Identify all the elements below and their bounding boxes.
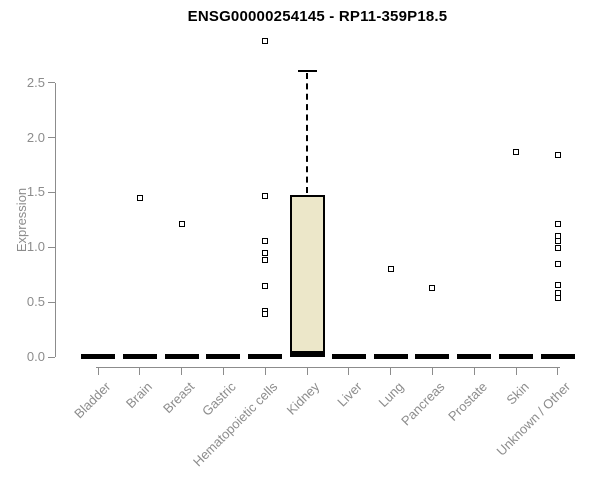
outlier-point <box>554 237 561 244</box>
outlier-point <box>262 192 269 199</box>
x-axis-tick <box>390 367 392 375</box>
median-line-unknown-other <box>540 353 575 359</box>
median-line-breast <box>164 353 199 359</box>
y-axis-line <box>55 83 56 357</box>
x-axis-category-label: Brain <box>123 379 156 412</box>
x-axis-category-label: Bladder <box>71 379 114 422</box>
x-axis-category-label: Pancreas <box>398 379 449 429</box>
x-axis-category-label: Unknown / Other <box>493 379 574 459</box>
median-line-gastric <box>206 353 241 359</box>
outlier-point <box>262 38 269 45</box>
x-axis-tick <box>139 367 141 375</box>
median-line-skin <box>499 353 533 359</box>
y-axis-tick <box>48 301 55 303</box>
y-axis-tick <box>48 356 55 358</box>
median-line-hematopoietic-cells <box>248 353 283 359</box>
median-line-liver <box>331 353 366 359</box>
y-axis-tick <box>48 246 55 248</box>
x-axis-tick <box>515 367 517 375</box>
x-axis-category-label: Liver <box>333 379 365 410</box>
x-axis-category-label: Kidney <box>283 379 323 418</box>
y-axis-tick <box>48 191 55 193</box>
outlier-point <box>262 237 269 244</box>
y-axis-tick-label: 2.0 <box>26 129 45 145</box>
outlier-point <box>262 282 269 289</box>
outlier-point <box>262 249 269 256</box>
outlier-point <box>554 221 561 228</box>
outlier-point <box>554 152 561 159</box>
outlier-point <box>554 281 561 288</box>
chart-title: ENSG00000254145 - RP11-359P18.5 <box>187 8 448 25</box>
median-line-bladder <box>81 353 115 359</box>
x-axis-category-label: Breast <box>160 379 198 417</box>
y-axis-tick-label: 0.5 <box>26 294 45 310</box>
outlier-point <box>513 148 519 155</box>
x-axis-tick <box>557 367 559 375</box>
outlier-point <box>387 266 394 273</box>
box-kidney <box>289 194 325 357</box>
x-axis-tick <box>473 367 475 375</box>
outlier-point <box>178 221 185 228</box>
median-line-lung <box>373 353 408 359</box>
y-axis-tick-label: 1.0 <box>26 239 45 255</box>
y-axis-tick-label: 0.0 <box>26 349 45 364</box>
y-axis-tick <box>48 137 55 139</box>
x-axis-tick <box>431 367 433 375</box>
x-axis-category-label: Gastric <box>199 379 240 419</box>
median-line-brain <box>122 353 157 359</box>
x-axis-tick <box>181 367 183 375</box>
x-axis-category-label: Lung <box>375 379 407 411</box>
x-axis-tick <box>264 367 266 375</box>
x-axis-category-label: Skin <box>503 379 532 408</box>
y-axis-tick <box>48 82 55 84</box>
y-axis-tick-label: 1.5 <box>26 184 45 200</box>
x-axis-tick <box>222 367 224 375</box>
outlier-point <box>554 294 561 301</box>
outlier-point <box>262 311 269 318</box>
outlier-point <box>262 257 269 264</box>
outlier-point <box>136 194 143 201</box>
x-axis-line <box>96 367 560 368</box>
x-axis-tick <box>97 367 99 375</box>
x-axis-category-label: Prostate <box>444 379 490 424</box>
outlier-point <box>429 284 436 291</box>
outlier-point <box>554 260 561 267</box>
whisker-cap <box>297 69 317 73</box>
whisker-line <box>305 72 308 193</box>
median-line-kidney <box>290 351 324 357</box>
x-axis-tick <box>306 367 308 375</box>
x-axis-tick <box>348 367 350 375</box>
outlier-point <box>554 245 561 252</box>
median-line-pancreas <box>415 353 450 359</box>
y-axis-tick-label: 2.5 <box>26 74 45 90</box>
median-line-prostate <box>457 353 492 359</box>
